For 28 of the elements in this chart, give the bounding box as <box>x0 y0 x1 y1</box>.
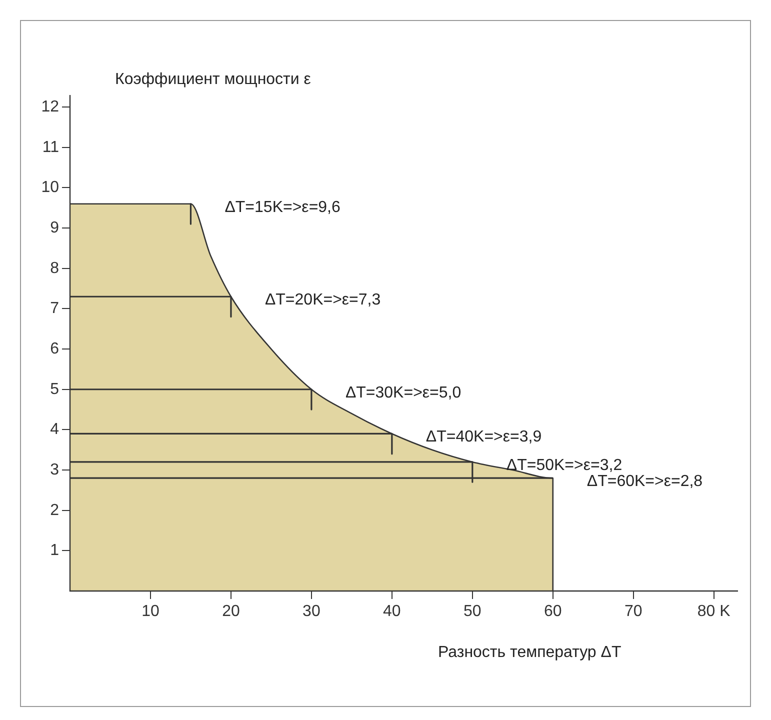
annotation: ΔT=60K=>ε=2,8 <box>586 473 703 490</box>
y-tick-label: 12 <box>41 98 60 116</box>
y-tick-label: 5 <box>50 380 60 398</box>
y-tick-label: 1 <box>50 542 60 560</box>
annotation: ΔT=20K=>ε=7,3 <box>264 292 381 309</box>
annotation: ΔT=30K=>ε=5,0 <box>345 384 462 402</box>
y-axis-title: Коэффициент мощности ε <box>115 71 311 88</box>
x-tick-label: 40 <box>383 603 401 620</box>
x-axis-title: Разность температур ΔT <box>438 644 622 661</box>
x-tick-label: 50 <box>464 603 482 620</box>
annotation: ΔT=15K=>ε=9,6 <box>224 198 341 216</box>
x-tick-label: 10 <box>142 603 160 620</box>
y-tick-label: 2 <box>50 502 60 519</box>
x-tick-label: 80 K <box>697 603 731 620</box>
y-tick-label: 3 <box>50 461 60 478</box>
y-tick-label: 10 <box>41 179 60 196</box>
y-tick-label: 9 <box>50 219 60 236</box>
annotation: ΔT=40K=>ε=3,9 <box>426 428 542 446</box>
y-tick-label: 11 <box>42 138 60 156</box>
annotation: ΔT=50K=>ε=3,2 <box>506 456 622 474</box>
x-tick-label: 70 <box>624 603 642 620</box>
y-tick-label: 6 <box>50 340 60 358</box>
y-tick-label: 7 <box>50 300 60 318</box>
x-tick-label: 30 <box>302 603 320 620</box>
y-tick-label: 8 <box>50 260 60 277</box>
y-tick-label: 4 <box>50 421 60 438</box>
x-tick-label: 60 <box>544 603 562 620</box>
x-tick-label: 20 <box>222 603 240 620</box>
